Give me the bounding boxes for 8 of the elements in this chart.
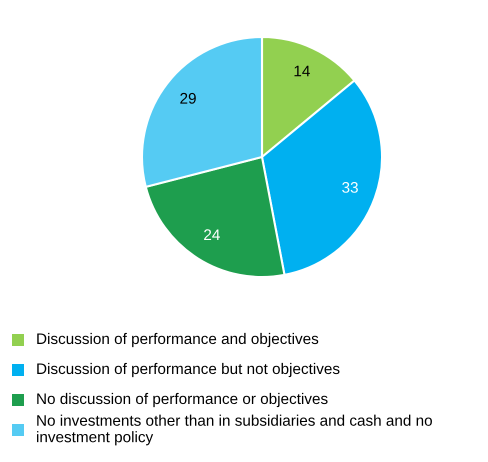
data-label: 14 [294,66,310,76]
legend-label: Discussion of performance and objectives [37,332,318,348]
data-label: 33 [342,182,358,193]
data-label: 24 [204,229,220,240]
data-label: 29 [180,92,196,104]
legend-label: Discussion of performance but not objectives [37,362,340,378]
legend-label: No discussion of performance or objectives [37,392,328,408]
legend-label: No investments other than in subsidiaries and cash and no investment policy [37,414,432,446]
